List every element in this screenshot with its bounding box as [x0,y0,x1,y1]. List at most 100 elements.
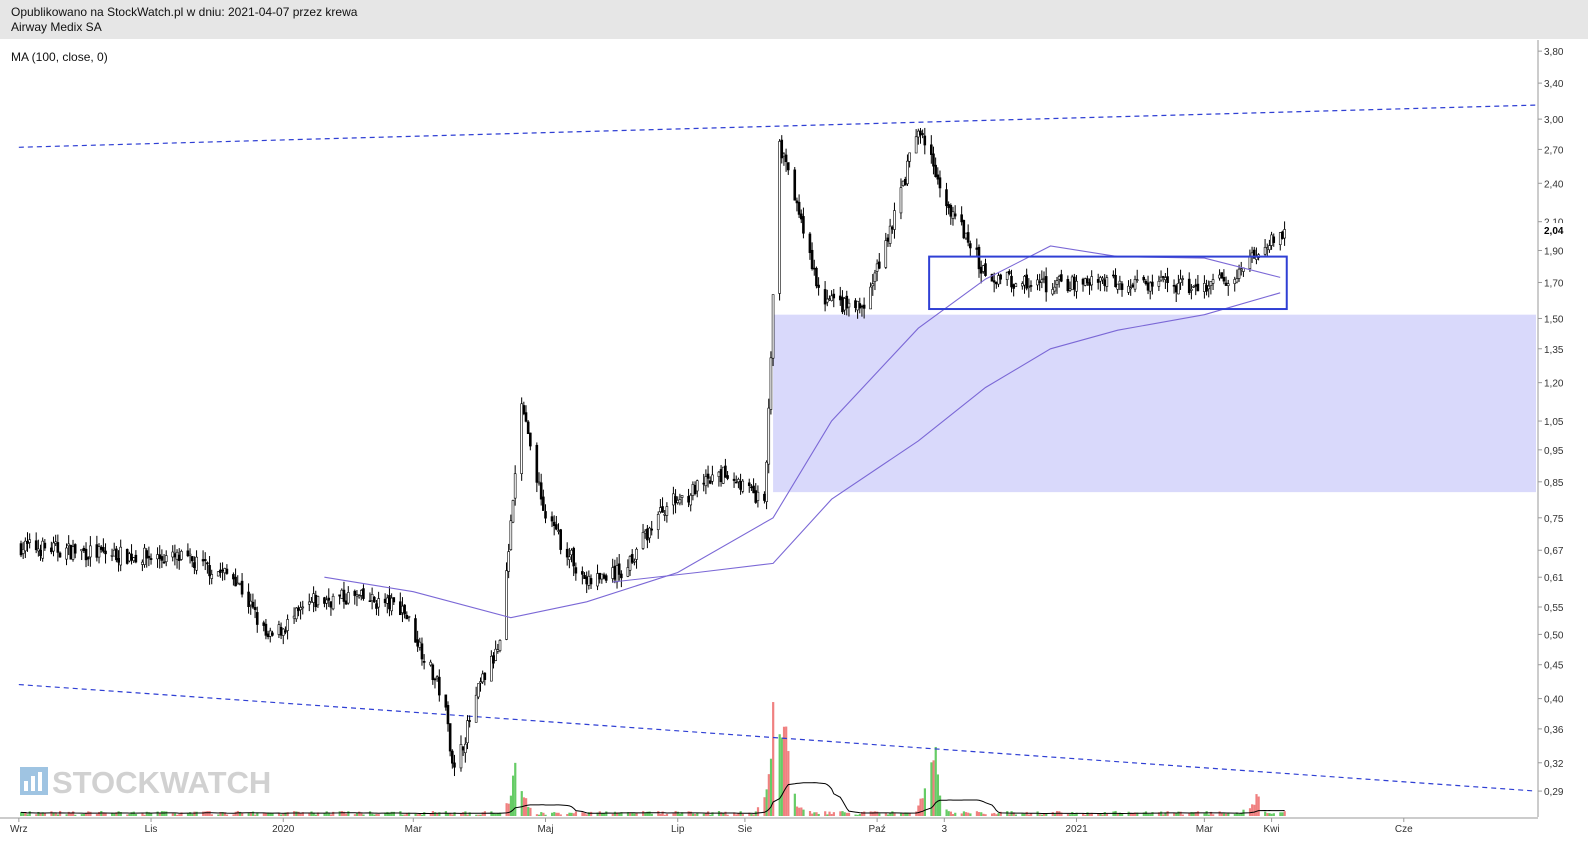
trendline [18,104,1537,148]
candle-body [1151,281,1154,287]
candle-body [570,549,573,556]
watermark-text: STOCKWATCH [52,765,271,800]
candle [659,499,662,514]
volume-bar [538,814,541,816]
volume-bar [165,811,168,816]
volume-bar [126,814,129,816]
volume-bar [945,809,948,816]
volume-bar [249,812,252,816]
candle-body [691,484,695,496]
volume-bar [390,811,393,816]
candle-body [1157,280,1161,287]
candle-body [186,550,190,557]
candle-body [661,506,664,513]
candle [147,546,151,567]
candle-body [1268,245,1271,251]
volume-bar [438,812,441,816]
candle-body [216,571,220,577]
candle [520,397,523,481]
candle-body [301,606,305,609]
volume-bar [358,811,361,816]
volume-bar [1253,804,1256,816]
candle-body [930,144,933,155]
volume-bar [1151,812,1154,816]
volume-bar [271,813,274,816]
candle [1151,274,1154,295]
candle-body [704,476,708,487]
candle [539,473,543,506]
volume-bar [869,811,872,816]
volume-bar [436,813,439,816]
candle-body [453,762,456,768]
candle-body [162,561,166,564]
volume-bar [1149,814,1152,816]
candle-body [854,300,857,308]
candle [847,298,851,317]
candle [815,266,818,289]
candle-body [1027,286,1031,289]
volume-bar [841,811,844,816]
candle-body [914,136,918,154]
watermark-logo-bar [24,781,28,791]
volume-bar [267,812,270,816]
candle-body [193,562,196,568]
candle-body [507,551,510,572]
candle [490,650,493,682]
candle [398,592,402,616]
candle-body [979,266,983,274]
candle-body [680,495,684,498]
candle [953,205,957,220]
candle-body [1278,232,1282,246]
volume-bar [709,814,712,816]
volume-bar [481,812,484,816]
candle [598,572,601,584]
candle-body [346,592,350,604]
candle [1029,280,1033,292]
candle [130,544,133,565]
candle [765,460,768,510]
candle [1127,280,1130,295]
volume-bar [600,813,604,816]
candle-body [916,130,920,138]
candle [995,281,998,289]
candle [141,559,144,572]
y-tick-label: 0,50 [1544,630,1564,641]
candle-body [414,618,417,643]
y-tick-label: 1,35 [1544,345,1564,356]
candle-body [522,405,526,415]
volume-bar [886,814,890,816]
candle-body [251,601,255,608]
candle [945,182,948,216]
volume-bar [787,751,790,816]
candle [1073,273,1076,297]
candle-body [1053,286,1057,292]
candle [477,683,480,700]
volume-bar [878,813,881,816]
candle [481,670,484,684]
candle-body [28,539,31,543]
candle-body [24,540,27,552]
x-tick-label: Mar [1196,824,1214,835]
candle [529,432,532,451]
candle-body [329,601,333,608]
candle-body [1239,268,1243,271]
volume-bar [186,813,190,816]
candle-body [1083,278,1087,286]
candle [468,715,471,728]
candle [253,599,257,619]
volume-bar [1088,813,1091,816]
volume-bar [277,813,281,816]
candle [95,535,99,562]
candle [39,544,42,561]
volume-bar [613,811,617,816]
x-tick-label: Lip [671,824,685,835]
candle [1211,273,1215,290]
volume-bar [1192,812,1195,816]
volume-bar [176,814,179,816]
candle-body [1036,279,1039,286]
candle-body [240,580,244,595]
candle-body [80,548,83,552]
candle [71,539,75,562]
volume-bar [772,702,775,816]
